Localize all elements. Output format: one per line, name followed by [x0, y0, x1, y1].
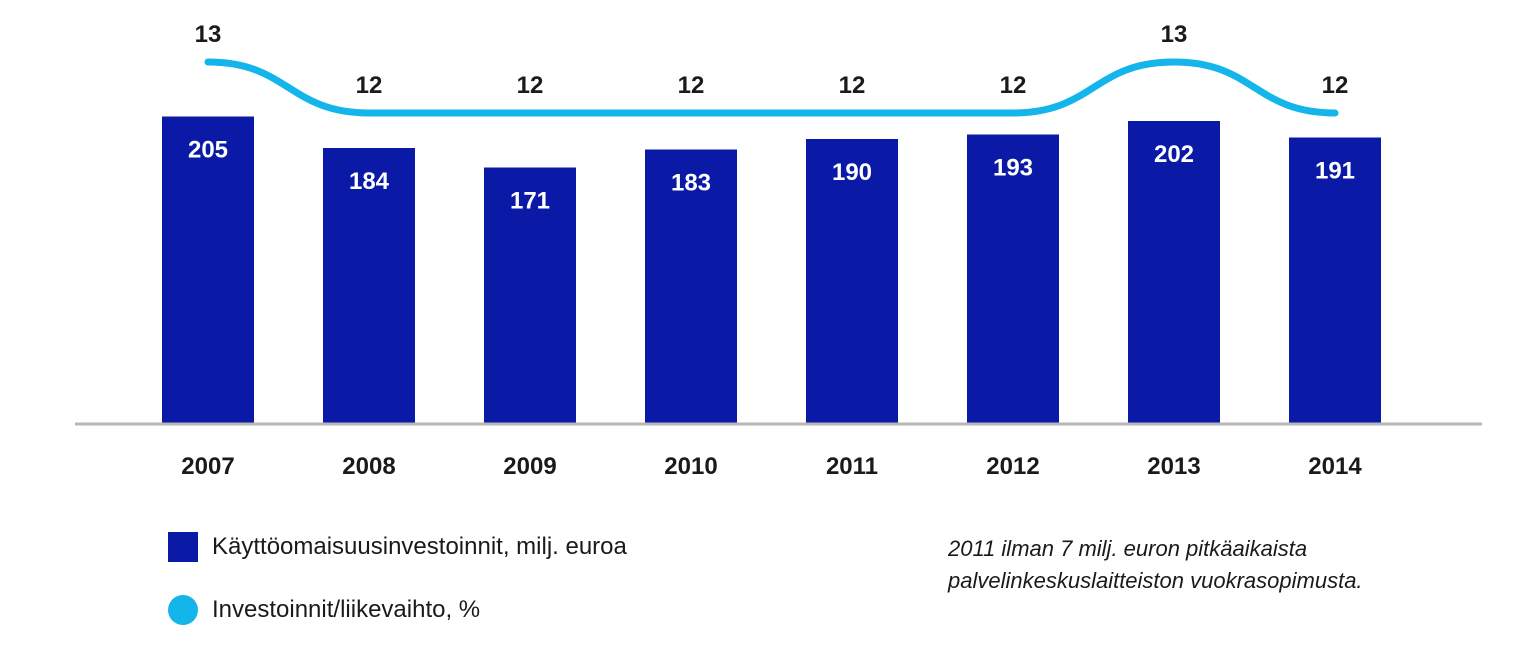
legend-swatch-line — [168, 595, 198, 625]
line-value-label-2012: 12 — [1000, 72, 1027, 99]
line-value-label-2014: 12 — [1322, 72, 1349, 99]
bar-2010 — [645, 149, 737, 424]
bar-value-label-2011: 190 — [832, 159, 872, 186]
bar-2011 — [806, 139, 898, 424]
x-tick-label-2013: 2013 — [1147, 453, 1200, 480]
bar-2009 — [484, 167, 576, 424]
bar-value-label-2014: 191 — [1315, 158, 1355, 185]
x-tick-label-2012: 2012 — [986, 453, 1039, 480]
x-tick-label-2008: 2008 — [342, 453, 395, 480]
line-value-label-2007: 13 — [195, 21, 222, 48]
line-value-label-2010: 12 — [678, 72, 705, 99]
x-tick-label-2007: 2007 — [181, 453, 234, 480]
line-series-path — [204, 58, 1339, 117]
bar-2013 — [1128, 121, 1220, 424]
line-value-label-2011: 12 — [839, 72, 866, 99]
x-tick-label-2010: 2010 — [664, 453, 717, 480]
legend-label-bar: Käyttöomaisuusinvestoinnit, milj. euroa — [212, 533, 627, 560]
bars-group: 205 184 171 183 190 193 202 191 — [162, 116, 1381, 424]
bar-value-label-2010: 183 — [671, 170, 711, 197]
bar-2008 — [323, 148, 415, 424]
x-tick-labels: 2007 2008 2009 2010 2011 2012 2013 2014 — [181, 453, 1362, 480]
bar-value-label-2013: 202 — [1154, 141, 1194, 168]
bar-2012 — [967, 134, 1059, 424]
line-value-label-2009: 12 — [517, 72, 544, 99]
x-tick-label-2014: 2014 — [1308, 453, 1362, 480]
footnote-line-1: 2011 ilman 7 milj. euron pitkäaikaista — [948, 536, 1308, 561]
bar-value-label-2012: 193 — [993, 155, 1033, 182]
bar-value-label-2008: 184 — [349, 168, 390, 195]
legend-label-line: Investoinnit/liikevaihto, % — [212, 596, 481, 623]
x-tick-label-2011: 2011 — [826, 453, 878, 480]
footnote-line-2: palvelinkeskuslaitteiston vuokrasopimust… — [948, 568, 1363, 593]
bar-value-label-2009: 171 — [510, 188, 550, 215]
bar-2007 — [162, 116, 254, 424]
x-tick-label-2009: 2009 — [503, 453, 556, 480]
line-value-label-2013: 13 — [1161, 21, 1188, 48]
bar-2014 — [1289, 137, 1381, 424]
line-value-label-2008: 12 — [356, 72, 383, 99]
footnote: 2011 ilman 7 milj. euron pitkäaikaista p… — [948, 533, 1363, 597]
legend-swatch-bar — [168, 532, 198, 562]
legend-item-bar: Käyttöomaisuusinvestoinnit, milj. euroa — [168, 532, 627, 562]
bar-value-label-2007: 205 — [188, 137, 228, 164]
legend-item-line: Investoinnit/liikevaihto, % — [168, 595, 480, 625]
line-series: 13 12 12 12 12 12 13 12 — [195, 21, 1349, 117]
